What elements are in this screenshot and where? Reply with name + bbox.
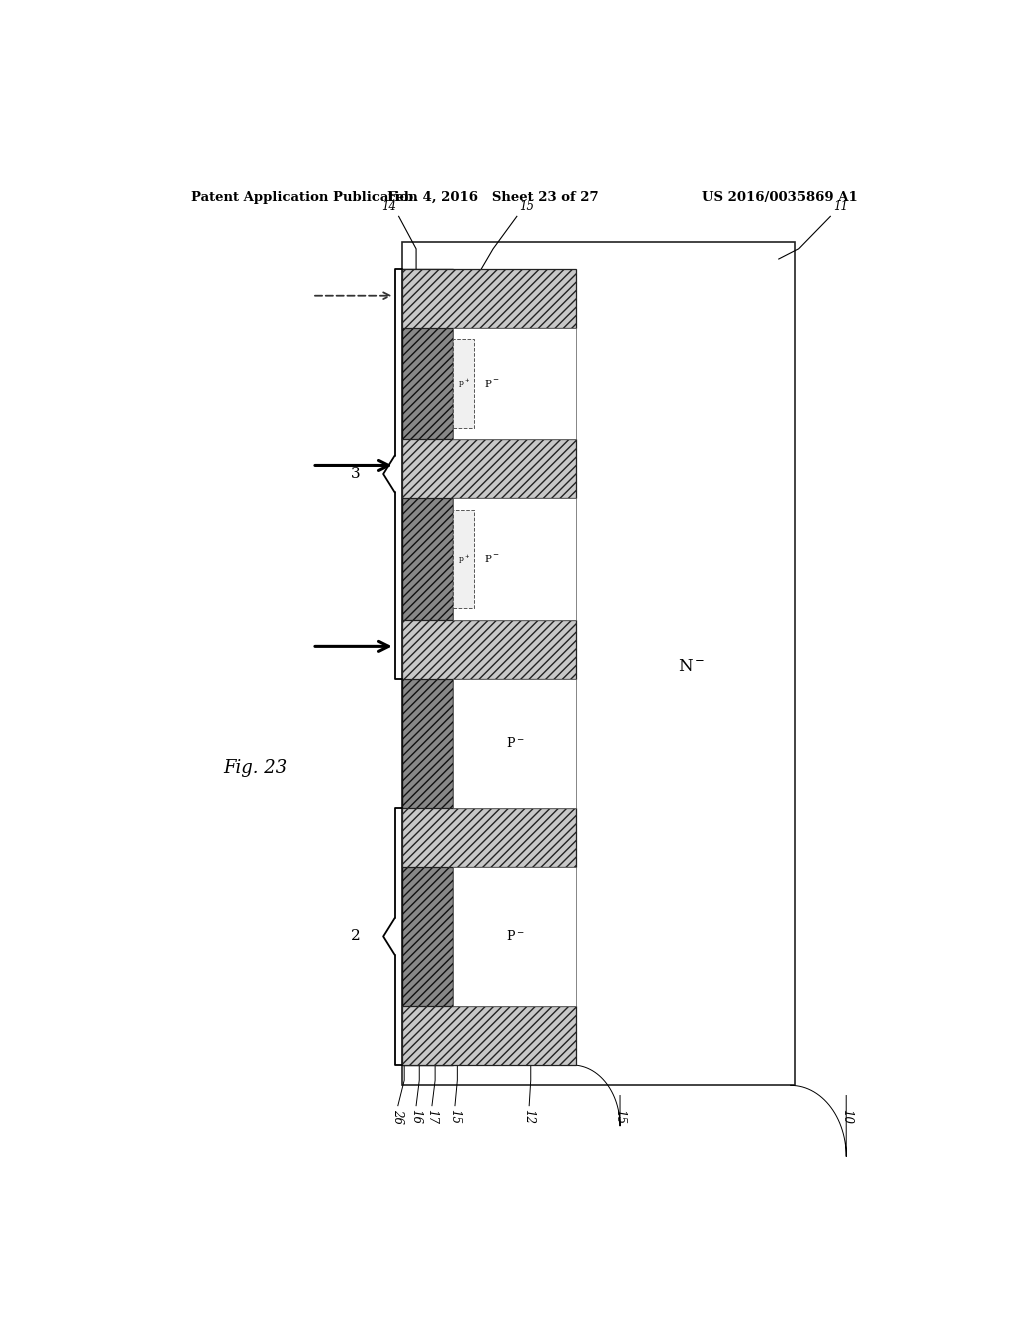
Text: P$^-$: P$^-$ <box>483 378 500 389</box>
Bar <box>454 867 577 1006</box>
Text: 15: 15 <box>449 1109 462 1123</box>
Text: p$^+$: p$^+$ <box>458 376 470 391</box>
Text: 16: 16 <box>410 1109 423 1123</box>
Bar <box>454 678 577 808</box>
Text: N$^-$: N$^-$ <box>678 659 706 675</box>
Bar <box>401 440 577 498</box>
Bar <box>401 242 795 1085</box>
Bar <box>454 510 474 607</box>
Text: P$^-$: P$^-$ <box>506 929 524 944</box>
Bar <box>454 498 577 620</box>
Text: 10: 10 <box>840 1109 853 1123</box>
Text: 15: 15 <box>613 1109 627 1123</box>
Text: Feb. 4, 2016   Sheet 23 of 27: Feb. 4, 2016 Sheet 23 of 27 <box>387 190 599 203</box>
Bar <box>454 339 474 428</box>
Text: 2: 2 <box>351 929 360 944</box>
Bar <box>454 329 577 440</box>
Text: 14: 14 <box>381 201 396 214</box>
Text: 11: 11 <box>833 201 848 214</box>
Text: Patent Application Publication: Patent Application Publication <box>191 190 418 203</box>
Bar <box>401 620 577 678</box>
Bar <box>401 1006 577 1065</box>
Text: P$^-$: P$^-$ <box>483 553 500 565</box>
Text: 26: 26 <box>391 1109 404 1123</box>
Text: p$^+$: p$^+$ <box>458 552 470 566</box>
Bar <box>401 269 454 1065</box>
Bar <box>401 808 577 867</box>
Text: US 2016/0035869 A1: US 2016/0035869 A1 <box>702 190 858 203</box>
Text: 17: 17 <box>425 1109 438 1123</box>
Text: Fig. 23: Fig. 23 <box>223 759 288 777</box>
Text: P$^-$: P$^-$ <box>506 737 524 750</box>
Text: 3: 3 <box>351 467 360 480</box>
Bar <box>401 269 577 329</box>
Text: 12: 12 <box>522 1109 536 1123</box>
Text: 15: 15 <box>519 201 535 214</box>
